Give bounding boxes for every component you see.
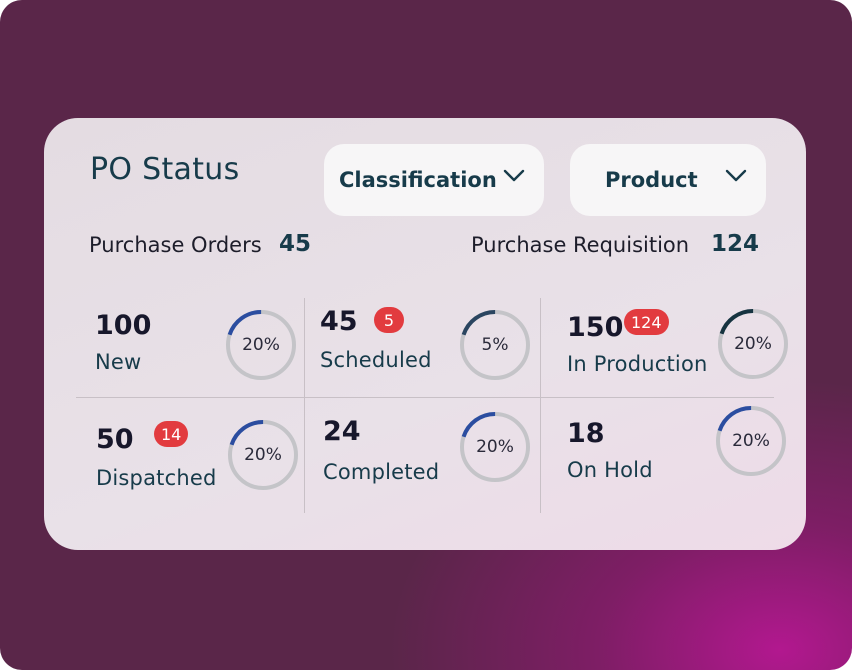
product-dropdown-label: Product xyxy=(605,168,698,192)
chevron-down-icon xyxy=(725,169,747,182)
status-count: 150 xyxy=(567,312,624,343)
status-badge: 124 xyxy=(624,309,669,335)
progress-ring-fill xyxy=(718,309,788,379)
progress-ring-fill xyxy=(460,310,530,380)
progress-ring: 5% xyxy=(459,309,531,381)
status-count: 50 xyxy=(96,424,134,455)
grid-divider-horizontal xyxy=(76,397,774,398)
progress-percent: 20% xyxy=(244,445,282,465)
status-label: Scheduled xyxy=(320,348,432,372)
status-badge: 14 xyxy=(154,421,189,447)
purchase-requisition-value: 124 xyxy=(711,231,760,257)
status-count: 45 xyxy=(320,306,358,337)
progress-percent: 5% xyxy=(481,335,509,355)
card-title: PO Status xyxy=(90,152,240,187)
progress-ring-graphic xyxy=(716,406,786,476)
status-count: 100 xyxy=(95,310,152,341)
progress-ring: 20% xyxy=(715,405,787,477)
grid-divider-vertical xyxy=(304,298,305,513)
status-badge: 5 xyxy=(374,307,404,333)
progress-ring: 20% xyxy=(459,411,531,483)
status-count: 18 xyxy=(567,418,605,449)
classification-dropdown[interactable]: Classification xyxy=(324,144,544,216)
status-label: Dispatched xyxy=(96,466,217,490)
progress-ring: 20% xyxy=(225,309,297,381)
progress-ring-fill xyxy=(228,420,298,490)
status-label: New xyxy=(95,350,142,374)
grid-divider-vertical xyxy=(540,298,541,513)
progress-percent: 20% xyxy=(242,335,280,355)
progress-percent: 20% xyxy=(732,431,770,451)
progress-percent: 20% xyxy=(476,437,514,457)
classification-dropdown-label: Classification xyxy=(339,168,497,192)
progress-ring-graphic xyxy=(228,420,298,490)
progress-ring-graphic xyxy=(718,309,788,379)
status-label: In Production xyxy=(567,352,708,376)
status-count: 24 xyxy=(323,416,361,447)
progress-percent: 20% xyxy=(734,334,772,354)
progress-ring-fill xyxy=(460,412,530,482)
purchase-requisition-label: Purchase Requisition xyxy=(471,233,690,257)
progress-ring: 20% xyxy=(717,308,789,380)
purchase-orders-label: Purchase Orders xyxy=(89,233,262,257)
progress-ring-graphic xyxy=(460,412,530,482)
progress-ring-fill xyxy=(716,406,786,476)
progress-ring-graphic xyxy=(460,310,530,380)
progress-ring-graphic xyxy=(226,310,296,380)
status-label: Completed xyxy=(323,460,440,484)
po-status-card: PO Status Classification Product Purchas… xyxy=(44,118,806,550)
progress-ring: 20% xyxy=(227,419,299,491)
chevron-down-icon xyxy=(503,169,525,182)
product-dropdown[interactable]: Product xyxy=(570,144,766,216)
status-label: On Hold xyxy=(567,458,653,482)
purchase-orders-value: 45 xyxy=(279,231,312,257)
progress-ring-fill xyxy=(226,310,296,380)
